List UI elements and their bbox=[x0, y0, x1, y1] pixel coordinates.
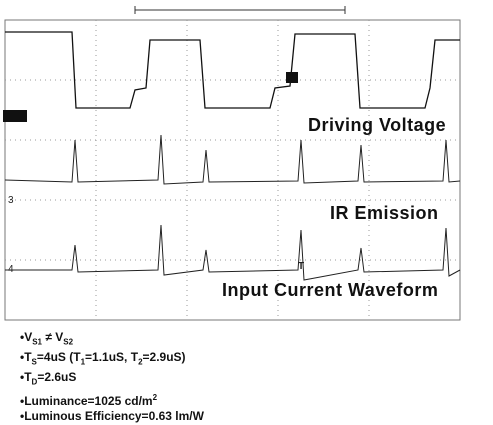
subscript: S2 bbox=[63, 337, 73, 346]
text: T bbox=[24, 370, 31, 384]
scope: 3 4 T Driving Voltage IR Emission Input … bbox=[0, 0, 493, 330]
text: =1.1uS, T bbox=[85, 350, 138, 364]
text: =2.9uS) bbox=[143, 350, 186, 364]
note: TS=4uS (T1=1.1uS, T2=2.9uS) bbox=[20, 350, 204, 370]
note: Luminous Efficiency=0.63 lm/W bbox=[20, 409, 204, 425]
channel-label: 3 bbox=[8, 195, 14, 206]
ruler bbox=[135, 6, 345, 14]
trace-label: Driving Voltage bbox=[308, 115, 446, 135]
trigger-marker: T bbox=[298, 261, 304, 272]
note: VS1 ≠ VS2 bbox=[20, 330, 204, 350]
page: 3 4 T Driving Voltage IR Emission Input … bbox=[0, 0, 493, 418]
cursor-box bbox=[286, 72, 298, 83]
note: Luminance=1025 cd/m2 bbox=[20, 390, 204, 410]
input-current-trace bbox=[5, 225, 460, 280]
subscript: S1 bbox=[32, 337, 42, 346]
superscript: 2 bbox=[153, 393, 157, 402]
notes: VS1 ≠ VS2 TS=4uS (T1=1.1uS, T2=2.9uS) TD… bbox=[20, 330, 204, 425]
trace-label: Input Current Waveform bbox=[222, 280, 438, 300]
text: Luminous Efficiency=0.63 lm/W bbox=[24, 409, 204, 423]
note: TD=2.6uS bbox=[20, 370, 204, 390]
ir-emission-trace bbox=[5, 135, 460, 184]
text: =4uS (T bbox=[37, 350, 81, 364]
driving-voltage-trace bbox=[5, 32, 460, 108]
text: =2.6uS bbox=[37, 370, 76, 384]
text: T bbox=[24, 350, 31, 364]
channel-label: 4 bbox=[8, 264, 14, 275]
text: Luminance=1025 cd/m bbox=[24, 394, 152, 408]
text: ≠ V bbox=[42, 330, 63, 344]
ch1-marker bbox=[3, 110, 27, 122]
trace-label: IR Emission bbox=[330, 203, 439, 223]
